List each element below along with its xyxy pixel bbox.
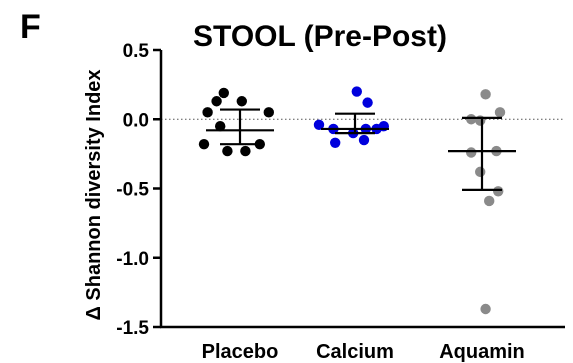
x-tick-label: Calcium [316, 341, 394, 363]
data-point [494, 107, 506, 118]
y-tick-label: 0.0 [123, 110, 149, 131]
data-point [236, 96, 247, 107]
data-point [351, 86, 362, 97]
data-point [222, 145, 233, 157]
data-point [313, 119, 325, 130]
data-point [198, 138, 210, 150]
data-point [362, 97, 373, 108]
data-point [480, 89, 491, 100]
data-point [493, 186, 504, 197]
x-tick-label: Placebo [202, 341, 279, 363]
y-axis-label: Δ Shannon diversity Index [83, 69, 105, 320]
y-tick-label: 0.5 [123, 41, 150, 62]
data-point [215, 120, 226, 132]
y-tick-label: -0.5 [116, 180, 149, 201]
data-point [480, 303, 491, 315]
y-tick-label: -1.0 [116, 249, 149, 270]
data-point [240, 145, 251, 157]
panel-label: F [20, 8, 41, 46]
data-point [475, 166, 486, 178]
x-tick-label: Aquamin [439, 341, 525, 363]
plot-area: 0.5 0.0 -0.5 -1.0 -1.5 Placebo Calcium Aquamin [116, 41, 565, 363]
data-point [358, 134, 370, 146]
data-point [218, 87, 229, 99]
data-point [330, 137, 341, 148]
data-point [466, 114, 477, 125]
data-point [263, 107, 274, 118]
chart-title: STOOL (Pre-Post) [193, 20, 447, 53]
data-point [202, 107, 213, 118]
data-point [211, 96, 222, 107]
data-point [466, 147, 477, 158]
y-tick-label: -1.5 [116, 318, 149, 339]
data-point [484, 195, 495, 207]
